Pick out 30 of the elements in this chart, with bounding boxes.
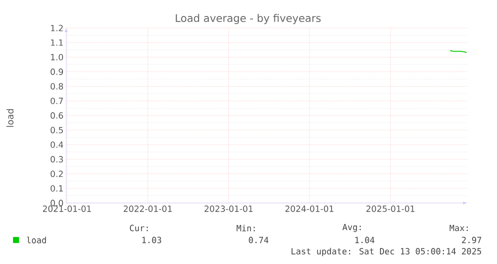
- text: Avg:: [342, 224, 361, 232]
- y-tick-label: 0.5: [50, 126, 63, 134]
- text: Min:: [236, 224, 255, 232]
- text: Last update: Sat Dec 13 05:00:14 2025: [292, 248, 482, 256]
- y-tick-label: 0.8: [50, 83, 64, 90]
- legend-label: load: [26, 236, 46, 244]
- chart-title: Load average - by fiveyears: [176, 14, 321, 24]
- text: Cur:: [130, 224, 148, 232]
- text: Max:: [450, 224, 468, 232]
- y-tick-label: 1.0: [51, 54, 64, 60]
- y-tick-label: 0.9: [50, 68, 64, 75]
- y-tick-label: 0.1: [50, 185, 63, 192]
- text: 1.03: [142, 236, 162, 244]
- y-tick-label: 0.6: [50, 112, 64, 119]
- y-tick-label: 0.4: [50, 141, 64, 148]
- y-axis-title: load: [6, 109, 14, 127]
- x-tick-label: 2023-01-01: [204, 206, 253, 212]
- text: 1.04: [355, 236, 374, 244]
- x-tick-label: 2021-01-01: [42, 206, 91, 212]
- y-tick-label: 0.0: [50, 200, 64, 206]
- x-tick-label: 2024-01-01: [285, 206, 334, 212]
- y-tick-label: 1.2: [51, 24, 63, 32]
- x-tick-label: 2022-01-01: [124, 206, 172, 212]
- y-tick-label: 0.7: [50, 98, 63, 104]
- y-tick-label: 1.1: [51, 39, 63, 46]
- text: 0.74: [248, 236, 268, 244]
- y-tick-label: 0.3: [50, 156, 63, 162]
- x-tick-label: 2025-01-01: [366, 206, 414, 212]
- y-tick-label: 0.2: [50, 170, 63, 178]
- text: 2.97: [462, 236, 482, 244]
